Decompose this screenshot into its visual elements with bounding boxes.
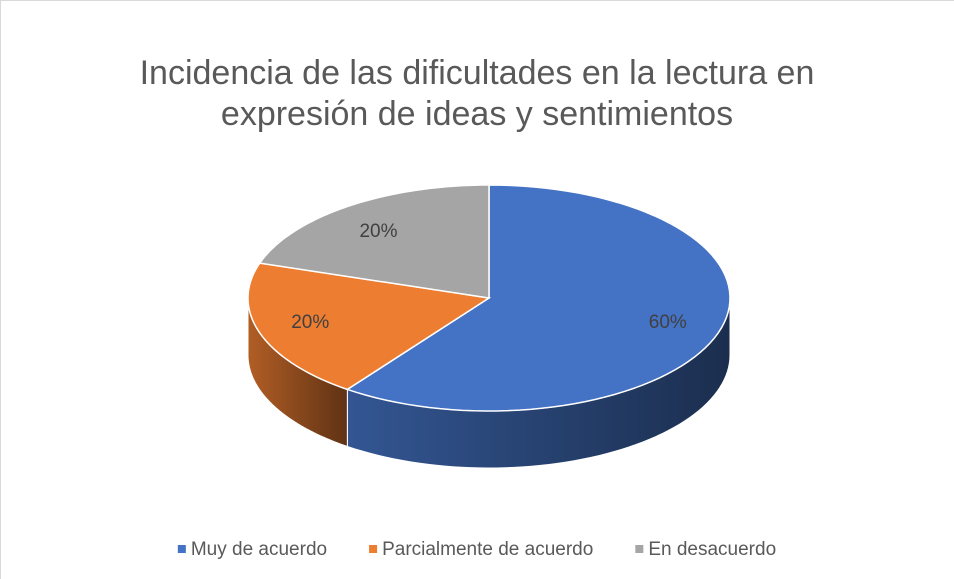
slice [345, 184, 731, 412]
chart-title: Incidencia de las dificultades en la lec… [139, 54, 815, 133]
legend-label: En desacuerdo [648, 539, 776, 560]
data-label: 20% [291, 312, 329, 333]
data-label: 60% [649, 312, 687, 333]
legend-swatch [369, 545, 378, 553]
legend-label: Parcialmente de acuerdo [382, 539, 593, 560]
legend-label: Muy de acuerdo [191, 539, 327, 560]
slice [258, 184, 490, 299]
legend-swatch [635, 545, 644, 553]
slice [247, 262, 492, 391]
data-label: 20% [359, 221, 397, 242]
legend-swatch [177, 545, 186, 553]
